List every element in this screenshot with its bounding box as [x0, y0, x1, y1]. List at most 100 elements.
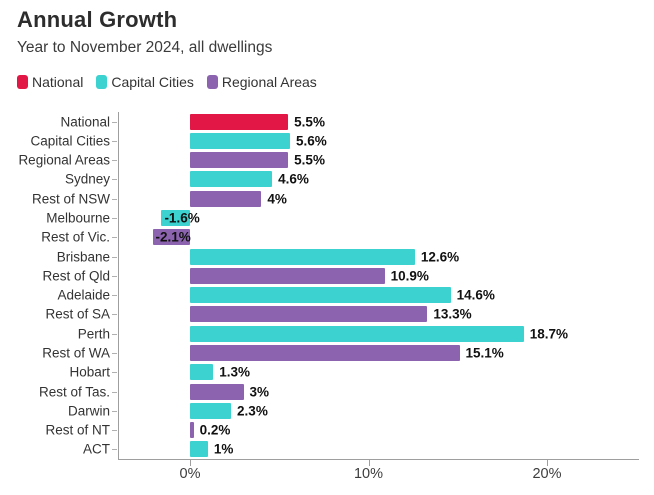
value-label: -2.1% — [155, 229, 191, 245]
chart-title: Annual Growth — [17, 7, 178, 32]
value-label: 12.6% — [420, 249, 460, 265]
row-act: ACT 1% — [0, 440, 654, 459]
bar — [190, 402, 232, 419]
category-label: Brisbane — [56, 249, 110, 265]
bar — [152, 229, 190, 246]
bar — [190, 306, 428, 323]
bar — [190, 325, 524, 342]
category-label: Rest of NT — [45, 422, 110, 438]
category-label: Melbourne — [46, 210, 110, 226]
value-label: 15.1% — [465, 345, 504, 361]
x-axis-line — [118, 459, 639, 461]
x-axis-tick — [547, 459, 549, 467]
value-label: 5.5% — [294, 152, 325, 168]
category-tick — [112, 372, 117, 374]
value-label: 5.6% — [295, 133, 327, 149]
category-label: Rest of WA — [42, 345, 110, 361]
category-label: National — [60, 114, 110, 130]
category-label: Rest of NSW — [31, 191, 110, 207]
legend-swatch-national — [17, 75, 28, 89]
category-tick — [112, 218, 117, 220]
legend-label: National — [32, 74, 84, 90]
row-rest-of-sa: Rest of SA 13.3% — [0, 305, 654, 324]
legend: National Capital Cities Regional Areas — [17, 74, 317, 90]
value-label: 2.3% — [237, 403, 268, 419]
x-axis-tick-label: 10% — [353, 466, 384, 483]
category-label: Rest of SA — [45, 306, 110, 322]
bar — [190, 152, 289, 169]
bar — [190, 383, 244, 400]
category-tick — [112, 256, 117, 258]
category-tick — [112, 140, 117, 142]
category-tick — [112, 179, 117, 181]
value-label: 4% — [267, 191, 287, 207]
y-axis-line — [118, 112, 120, 460]
category-label: Rest of Vic. — [41, 229, 110, 245]
bar — [190, 132, 290, 149]
bar — [190, 248, 415, 265]
value-label: 3% — [249, 384, 270, 400]
bar — [190, 171, 273, 188]
bar — [190, 344, 460, 361]
bar — [190, 422, 194, 439]
legend-item-regional-areas: Regional Areas — [206, 74, 317, 90]
category-label: Perth — [77, 326, 110, 342]
bar — [190, 190, 262, 207]
row-hobart: Hobart 1.3% — [0, 363, 654, 382]
category-tick — [112, 314, 117, 316]
category-label: Regional Areas — [18, 152, 110, 168]
row-adelaide: Adelaide 14.6% — [0, 286, 654, 305]
legend-swatch-regional-areas — [206, 75, 218, 89]
category-tick — [112, 430, 117, 432]
value-label: 4.6% — [278, 171, 309, 187]
row-sydney: Sydney 4.6% — [0, 170, 654, 189]
row-rest-of-wa: Rest of WA 15.1% — [0, 343, 654, 362]
row-rest-of-qld: Rest of Qld 10.9% — [0, 266, 654, 285]
bar — [190, 113, 289, 130]
bar — [161, 210, 190, 227]
row-national: National 5.5% — [0, 112, 654, 131]
legend-item-national: National — [17, 74, 83, 90]
category-label: Sydney — [64, 171, 110, 187]
x-axis-tick — [368, 459, 370, 467]
value-label: 18.7% — [529, 326, 569, 342]
category-label: Rest of Tas. — [38, 384, 110, 400]
row-perth: Perth 18.7% — [0, 324, 654, 343]
value-label: 10.9% — [390, 268, 429, 284]
legend-label: Regional Areas — [221, 74, 317, 90]
legend-swatch-capital-cities — [96, 75, 108, 89]
row-brisbane: Brisbane 12.6% — [0, 247, 654, 266]
value-label: 1.3% — [219, 364, 250, 380]
bar — [190, 441, 208, 458]
bar — [190, 287, 451, 304]
legend-item-capital-cities: Capital Cities — [96, 74, 194, 90]
category-tick — [112, 121, 117, 123]
category-label: Rest of Qld — [42, 268, 110, 284]
value-label: 1% — [213, 441, 234, 457]
x-axis-tick-label: 20% — [532, 466, 562, 483]
category-label: Hobart — [69, 364, 110, 380]
legend-label: Capital Cities — [111, 74, 194, 90]
row-regional-areas: Regional Areas 5.5% — [0, 151, 654, 170]
x-axis-tick — [190, 459, 192, 467]
category-tick — [112, 275, 117, 277]
category-label: Capital Cities — [30, 133, 110, 149]
value-label: 5.5% — [294, 114, 325, 130]
row-rest-of-nsw: Rest of NSW 4% — [0, 189, 654, 208]
category-tick — [112, 333, 117, 335]
value-label: 13.3% — [433, 306, 472, 322]
chart-subtitle: Year to November 2024, all dwellings — [17, 39, 273, 56]
category-label: Darwin — [67, 403, 110, 419]
category-tick — [112, 449, 117, 451]
value-label: -1.6% — [164, 210, 200, 226]
bar — [190, 267, 385, 284]
row-rest-of-vic: Rest of Vic. -2.1% — [0, 228, 654, 247]
category-tick — [112, 237, 117, 239]
row-melbourne: Melbourne -1.6% — [0, 208, 654, 227]
row-rest-of-tas: Rest of Tas. 3% — [0, 382, 654, 401]
row-capital-cities: Capital Cities 5.6% — [0, 131, 654, 150]
value-label: 0.2% — [199, 422, 231, 438]
category-tick — [112, 160, 117, 162]
